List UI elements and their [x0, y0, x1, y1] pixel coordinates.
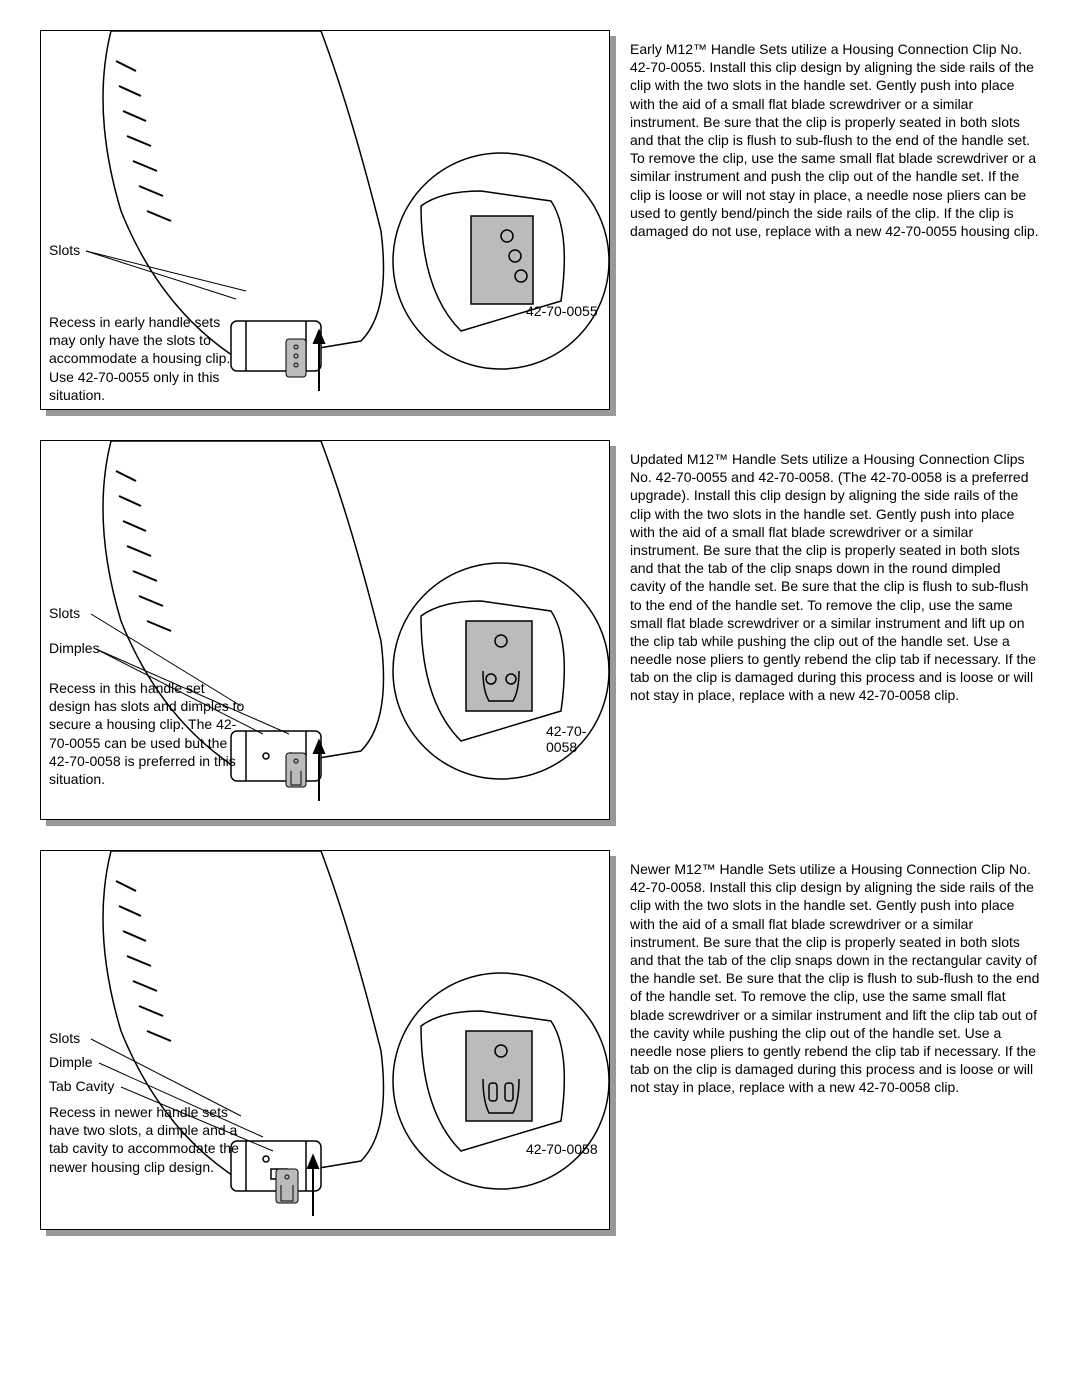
- figure-early: Slots Recess in early handle sets may on…: [40, 30, 610, 410]
- section-newer: Slots Dimple Tab Cavity Recess in newer …: [40, 850, 1040, 1230]
- label-slots: Slots: [49, 241, 80, 259]
- label-partnum: 42-70-0058: [526, 1141, 598, 1157]
- label-recess: Recess in early handle sets may only hav…: [49, 313, 249, 404]
- label-partnum: 42-70-0055: [526, 303, 598, 319]
- label-slots: Slots: [49, 604, 80, 622]
- label-slots: Slots: [49, 1029, 80, 1047]
- label-dimples: Dimples: [49, 639, 100, 657]
- figure-newer: Slots Dimple Tab Cavity Recess in newer …: [40, 850, 610, 1230]
- label-partnum: 42-70-0058: [546, 723, 609, 755]
- label-recess: Recess in this handle set design has slo…: [49, 679, 249, 788]
- label-tabcavity: Tab Cavity: [49, 1077, 114, 1095]
- figure-updated: Slots Dimples Recess in this handle set …: [40, 440, 610, 820]
- label-recess: Recess in newer handle sets have two slo…: [49, 1103, 249, 1176]
- section-early: Slots Recess in early handle sets may on…: [40, 30, 1040, 410]
- label-dimple: Dimple: [49, 1053, 93, 1071]
- desc-updated: Updated M12™ Handle Sets utilize a Housi…: [630, 440, 1040, 705]
- section-updated: Slots Dimples Recess in this handle set …: [40, 440, 1040, 820]
- desc-newer: Newer M12™ Handle Sets utilize a Housing…: [630, 850, 1040, 1096]
- desc-early: Early M12™ Handle Sets utilize a Housing…: [630, 30, 1040, 240]
